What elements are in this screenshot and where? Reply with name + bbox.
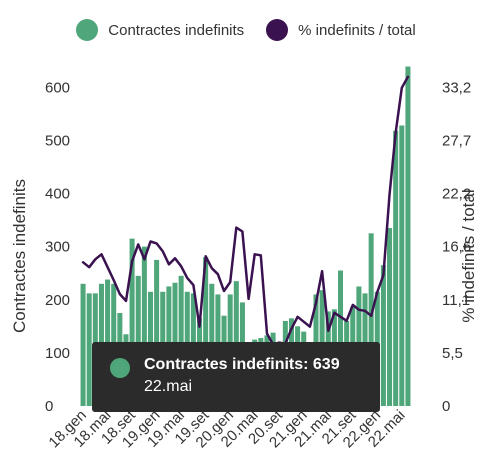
y-left-tick-label: 100 xyxy=(45,345,70,362)
bar[interactable] xyxy=(86,293,92,406)
y-right-tick-label: 0 xyxy=(442,398,450,415)
tooltip: Contractes indefinits: 639 22.mai xyxy=(92,342,380,412)
bar[interactable] xyxy=(380,265,386,406)
legend: Contractes indefinits % indefinits / tot… xyxy=(0,14,492,46)
y-left-tick-label: 400 xyxy=(45,186,70,203)
tooltip-swatch xyxy=(110,358,130,378)
bar[interactable] xyxy=(368,233,374,406)
y-right-tick-label: 11,1 xyxy=(442,292,470,309)
bar[interactable] xyxy=(141,246,147,406)
legend-item-line[interactable]: % indefinits / total xyxy=(266,19,416,41)
y-right-tick-label: 16,6 xyxy=(442,239,471,256)
bar[interactable] xyxy=(393,130,399,406)
legend-swatch-bars xyxy=(76,19,99,41)
bar[interactable] xyxy=(135,275,141,406)
y-left-tick-label: 0 xyxy=(45,398,53,415)
bar[interactable] xyxy=(129,238,135,406)
bar[interactable] xyxy=(337,270,344,406)
bar[interactable] xyxy=(80,283,86,406)
y-right-tick-label: 22,2 xyxy=(442,186,471,203)
y-left-axis-title: Contractes indefinits xyxy=(10,179,29,333)
y-right-tick-label: 5,5 xyxy=(442,345,463,362)
legend-label-bars: Contractes indefinits xyxy=(108,21,245,39)
y-right-axis-title: % indefinits / total xyxy=(459,189,478,322)
bar[interactable] xyxy=(387,228,393,406)
y-right-tick-label: 27,7 xyxy=(442,132,471,149)
bar[interactable] xyxy=(154,259,160,406)
y-left-tick-label: 200 xyxy=(45,292,70,309)
bar[interactable] xyxy=(178,275,184,406)
line-series-path xyxy=(81,75,410,346)
bar[interactable] xyxy=(399,125,405,407)
y-left-tick-label: 500 xyxy=(45,132,70,149)
tooltip-title: Contractes indefinits: 639 xyxy=(144,356,340,373)
y-left-tick-label: 600 xyxy=(45,79,70,96)
y-right-tick-label: 33,2 xyxy=(442,79,471,96)
bar[interactable] xyxy=(203,257,209,406)
tooltip-subtitle: 22.mai xyxy=(144,378,193,395)
bar[interactable] xyxy=(405,66,411,406)
legend-item-bars[interactable]: Contractes indefinits xyxy=(76,19,244,41)
y-left-tick-label: 300 xyxy=(45,239,70,256)
legend-swatch-line xyxy=(266,19,289,41)
legend-label-line: % indefinits / total xyxy=(298,21,416,39)
